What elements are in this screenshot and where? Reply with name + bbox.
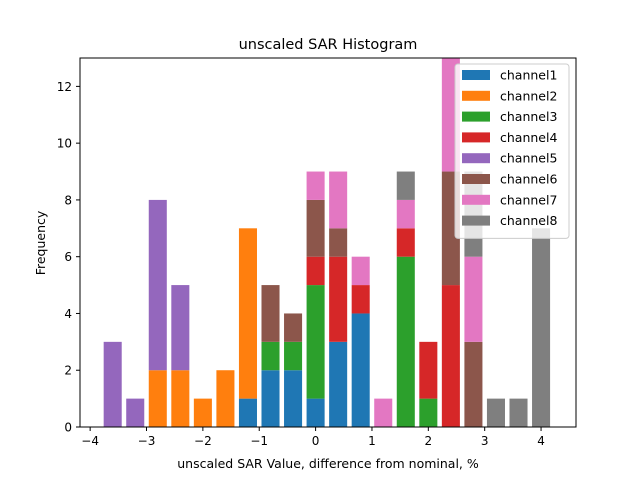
bar-channel3-bin-9: [306, 285, 325, 399]
bar-channel2-bin-5: [216, 370, 235, 427]
axes-frame: [79, 57, 577, 428]
x-tick-label: 1: [368, 434, 376, 448]
legend-label-channel5: channel5: [500, 151, 557, 166]
bar-channel5-bin-0: [103, 341, 122, 427]
x-tick-label: −2: [194, 434, 212, 448]
legend-label-channel6: channel6: [500, 172, 557, 187]
bar-channel2-bin-3: [171, 370, 190, 427]
bar-channel1-bin-6: [238, 398, 257, 427]
bar-channel1-bin-11: [351, 313, 370, 427]
x-axis-ticks: −4 −3 −2 −1 0 1 2 3 4: [81, 427, 545, 448]
legend-swatch-channel1: [462, 70, 490, 80]
bar-channel7-bin-11: [351, 256, 370, 286]
y-tick-label: 8: [64, 193, 72, 207]
y-tick-label: 6: [64, 250, 72, 264]
bar-channel8-bin-17: [486, 398, 505, 427]
bar-channel5-bin-1: [126, 398, 145, 427]
bar-channel1-bin-9: [306, 398, 325, 427]
legend-swatch-channel6: [462, 174, 490, 184]
bar-channel2-bin-6: [238, 228, 257, 399]
y-axis-label: Frequency: [33, 210, 48, 275]
bar-channel7-bin-12: [374, 398, 393, 427]
y-tick-label: 12: [57, 80, 72, 94]
bar-channel4-bin-13: [396, 228, 415, 257]
bar-channel4-bin-14: [419, 341, 438, 399]
y-tick-label: 4: [64, 307, 72, 321]
bar-channel6-bin-10: [329, 228, 348, 257]
legend-swatch-channel5: [462, 153, 490, 164]
bar-channel6-bin-9: [306, 199, 325, 257]
bar-channel2-bin-4: [193, 398, 212, 427]
y-axis-ticks: 0 2 4 6 8 10 12: [57, 80, 80, 435]
bar-channel1-bin-7: [261, 370, 280, 427]
x-tick-label: 0: [312, 434, 320, 448]
bar-channel7-bin-9: [306, 171, 325, 200]
legend-label-channel7: channel7: [500, 192, 557, 207]
bar-channel7-bin-13: [396, 199, 415, 229]
bar-channel6-bin-16: [464, 341, 483, 427]
legend-label-channel2: channel2: [500, 88, 557, 103]
bar-channel2-bin-2: [148, 370, 167, 427]
legend-swatch-channel3: [462, 111, 490, 122]
legend-label-channel8: channel8: [500, 213, 557, 228]
x-tick-label: 4: [537, 434, 545, 448]
legend-label-channel4: channel4: [500, 130, 557, 145]
legend-label-channel3: channel3: [500, 109, 557, 124]
x-tick-label: −1: [250, 434, 268, 448]
chart-title: unscaled SAR Histogram: [239, 37, 418, 53]
y-tick-label: 0: [64, 421, 72, 435]
bar-channel7-bin-16: [464, 256, 483, 342]
legend-swatch-channel4: [462, 132, 490, 143]
bar-channel1-bin-8: [284, 370, 303, 427]
bar-channel8-bin-18: [509, 398, 528, 427]
bar-channel4-bin-10: [329, 256, 348, 342]
legend-swatch-channel8: [462, 215, 490, 226]
x-tick-label: 3: [481, 434, 489, 448]
bar-channel8-bin-19: [532, 228, 551, 427]
legend: channel1 channel2 channel3 channel4 channel5…: [454, 63, 570, 239]
x-tick-label: −4: [81, 434, 99, 448]
bar-channel3-bin-13: [396, 256, 415, 427]
bar-channel8-bin-13: [396, 171, 415, 200]
bar-channel3-bin-14: [419, 398, 438, 427]
bar-channel5-bin-3: [171, 285, 190, 371]
bar-channel3-bin-8: [284, 341, 303, 371]
bar-channel3-bin-7: [261, 341, 280, 371]
legend-swatch-channel7: [462, 194, 490, 205]
bar-channel1-bin-10: [329, 341, 348, 427]
bar-channel4-bin-15: [441, 285, 460, 427]
bar-channel5-bin-2: [148, 199, 167, 371]
x-tick-label: −3: [138, 434, 156, 448]
x-tick-label: 2: [425, 434, 433, 448]
bar-channel4-bin-11: [351, 285, 370, 314]
bar-channel7-bin-10: [329, 171, 348, 229]
bar-channel4-bin-9: [306, 256, 325, 286]
legend-swatch-channel2: [462, 90, 490, 101]
bar-channel6-bin-8: [284, 313, 303, 342]
legend-box: [454, 63, 570, 239]
y-tick-label: 10: [57, 137, 72, 151]
y-tick-label: 2: [64, 364, 72, 378]
bar-channel6-bin-7: [261, 285, 280, 342]
legend-label-channel1: channel1: [500, 68, 557, 83]
x-axis-label: unscaled SAR Value, difference from nomi…: [177, 456, 479, 471]
